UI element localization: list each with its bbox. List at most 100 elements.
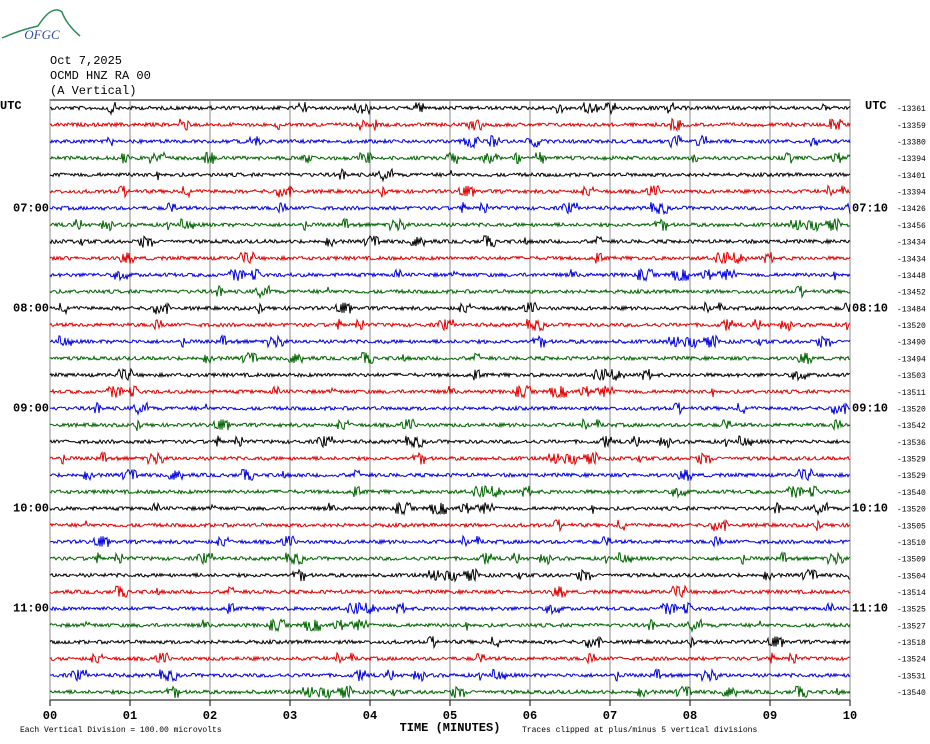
trace-offset: -13536 [897, 439, 926, 448]
trace [49, 284, 851, 300]
x-tick-label: 09 [763, 709, 777, 723]
x-tick-label: 00 [43, 709, 57, 723]
trace [49, 351, 851, 365]
trace [49, 534, 850, 548]
trace-offset: -13527 [897, 622, 926, 631]
trace-offset: -13401 [897, 172, 926, 181]
trace-offset: -13540 [897, 689, 926, 698]
trace-offset: -13394 [897, 155, 926, 164]
left-hour-label: 08:00 [13, 301, 49, 315]
trace-offset: -13505 [897, 522, 926, 531]
left-hour-label: 10:00 [13, 502, 49, 516]
trace [49, 217, 850, 233]
trace-offset: -13452 [897, 289, 926, 298]
x-tick-label: 10 [843, 709, 857, 723]
x-tick-label: 04 [363, 709, 377, 723]
trace-offset: -13394 [897, 189, 926, 198]
trace [49, 519, 851, 533]
trace [49, 235, 851, 248]
trace-offset: -13494 [897, 355, 926, 364]
trace [49, 134, 851, 150]
trace [49, 584, 851, 599]
trace-offset: -13531 [897, 672, 926, 681]
trace-offset: -13524 [897, 656, 926, 665]
trace [49, 618, 851, 633]
logo: OFGC [1, 9, 81, 42]
trace [49, 250, 851, 265]
trace-offset: -13529 [897, 472, 926, 481]
date: Oct 7,2025 [50, 54, 122, 68]
trace-offset: -13520 [897, 405, 926, 414]
trace-offset: -13542 [897, 422, 926, 431]
x-tick-label: 03 [283, 709, 297, 723]
scale-note: Each Vertical Division = 100.00 microvol… [20, 726, 222, 735]
trace [49, 318, 851, 332]
trace [49, 450, 851, 466]
x-axis-label: TIME (MINUTES) [400, 721, 501, 735]
trace [49, 150, 851, 165]
trace-offset: -13426 [897, 205, 926, 214]
trace [49, 667, 851, 683]
trace-offset: -13504 [897, 572, 926, 581]
trace [49, 601, 851, 616]
trace [50, 401, 851, 417]
clip-note: Traces clipped at plus/minus 5 vertical … [522, 726, 757, 735]
trace [49, 635, 851, 650]
trace-offset: -13511 [897, 389, 926, 398]
trace-offset: -13434 [897, 255, 926, 264]
trace [49, 384, 851, 399]
trace [49, 651, 851, 665]
trace-offset: -13509 [897, 556, 926, 565]
trace [49, 367, 851, 382]
left-hour-label: 11:00 [13, 602, 49, 616]
trace-offset: -13510 [897, 539, 926, 548]
left-hour-label: 07:00 [13, 201, 49, 215]
trace-offset: -13448 [897, 272, 926, 281]
traces [49, 101, 851, 700]
trace-offset: -13520 [897, 506, 926, 515]
trace [49, 117, 851, 133]
trace-offset: -13525 [897, 606, 926, 615]
x-tick-label: 06 [523, 709, 537, 723]
trace-offset: -13456 [897, 222, 926, 231]
right-hour-label: 08:10 [852, 301, 888, 315]
trace [49, 334, 851, 350]
component: (A Vertical) [50, 84, 136, 98]
station: OCMD HNZ RA 00 [50, 69, 151, 83]
trace-offset: -13484 [897, 305, 926, 314]
trace-offset: -13361 [897, 105, 926, 114]
trace [49, 435, 851, 449]
left-zone: UTC [0, 99, 22, 113]
trace-offset: -13514 [897, 589, 926, 598]
trace [49, 551, 851, 566]
trace-offset: -13380 [897, 138, 926, 147]
right-hour-label: 10:10 [852, 502, 888, 516]
trace [49, 184, 851, 199]
trace-offset: -13529 [897, 456, 926, 465]
trace-offset: -13540 [897, 489, 926, 498]
trace-offset: -13520 [897, 322, 926, 331]
x-tick-label: 01 [123, 709, 137, 723]
trace [49, 567, 851, 583]
right-hour-label: 11:10 [852, 602, 888, 616]
trace-offset: -13518 [897, 639, 926, 648]
logo-text: OFGC [24, 27, 60, 42]
right-hour-label: 07:10 [852, 201, 888, 215]
x-tick-label: 02 [203, 709, 217, 723]
trace-offset: -13490 [897, 339, 926, 348]
trace [49, 201, 851, 216]
trace [49, 301, 851, 316]
trace-offset: -13359 [897, 122, 926, 131]
right-zone: UTC [865, 99, 887, 113]
trace [49, 485, 851, 499]
x-tick-label: 08 [683, 709, 697, 723]
trace [49, 101, 851, 116]
trace [49, 267, 851, 283]
trace-offset: -13434 [897, 239, 926, 248]
trace [49, 417, 851, 432]
right-hour-label: 09:10 [852, 402, 888, 416]
left-hour-label: 09:00 [13, 402, 49, 416]
x-tick-label: 05 [443, 709, 457, 723]
trace-offset: -13503 [897, 372, 926, 381]
